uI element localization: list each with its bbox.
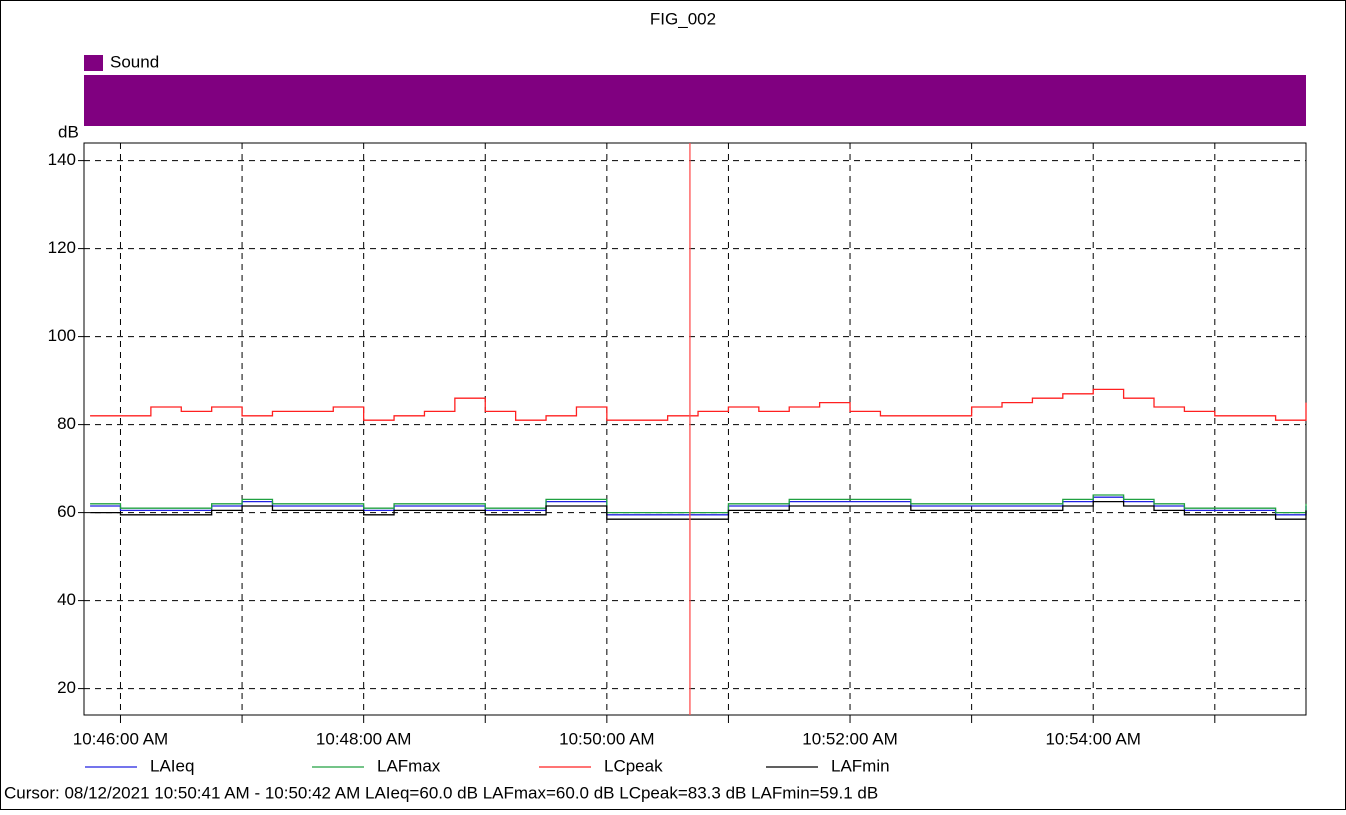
- legend-label: LCpeak: [604, 756, 663, 775]
- series-line: [90, 494, 1307, 514]
- legend-label: LAFmin: [831, 756, 890, 775]
- y-tick-label: 60: [57, 502, 76, 521]
- series-line: [90, 496, 1307, 516]
- plot-area: [83, 142, 1307, 716]
- x-tick-label: 10:48:00 AM: [316, 729, 411, 748]
- x-tick-label: 10:46:00 AM: [73, 729, 168, 748]
- legend-label: LAIeq: [150, 756, 194, 775]
- x-tick-label: 10:54:00 AM: [1045, 729, 1140, 748]
- series-line: [90, 388, 1307, 421]
- band-legend-label: Sound: [110, 52, 159, 71]
- y-axis-label: dB: [58, 122, 79, 141]
- y-tick-label: 100: [48, 326, 76, 345]
- x-tick-label: 10:50:00 AM: [559, 729, 654, 748]
- y-tick-label: 80: [57, 414, 76, 433]
- y-tick-label: 140: [48, 150, 76, 169]
- x-tick-label: 10:52:00 AM: [802, 729, 897, 748]
- y-tick-label: 20: [57, 678, 76, 697]
- series-line: [90, 500, 1307, 520]
- band-legend-key: [84, 55, 103, 71]
- chart-title: FIG_002: [650, 9, 716, 28]
- y-tick-label: 40: [57, 590, 76, 609]
- y-tick-label: 120: [48, 238, 76, 257]
- legend-label: LAFmax: [377, 756, 441, 775]
- cursor-readout: Cursor: 08/12/2021 10:50:41 AM - 10:50:4…: [4, 783, 878, 802]
- band: [84, 75, 1306, 126]
